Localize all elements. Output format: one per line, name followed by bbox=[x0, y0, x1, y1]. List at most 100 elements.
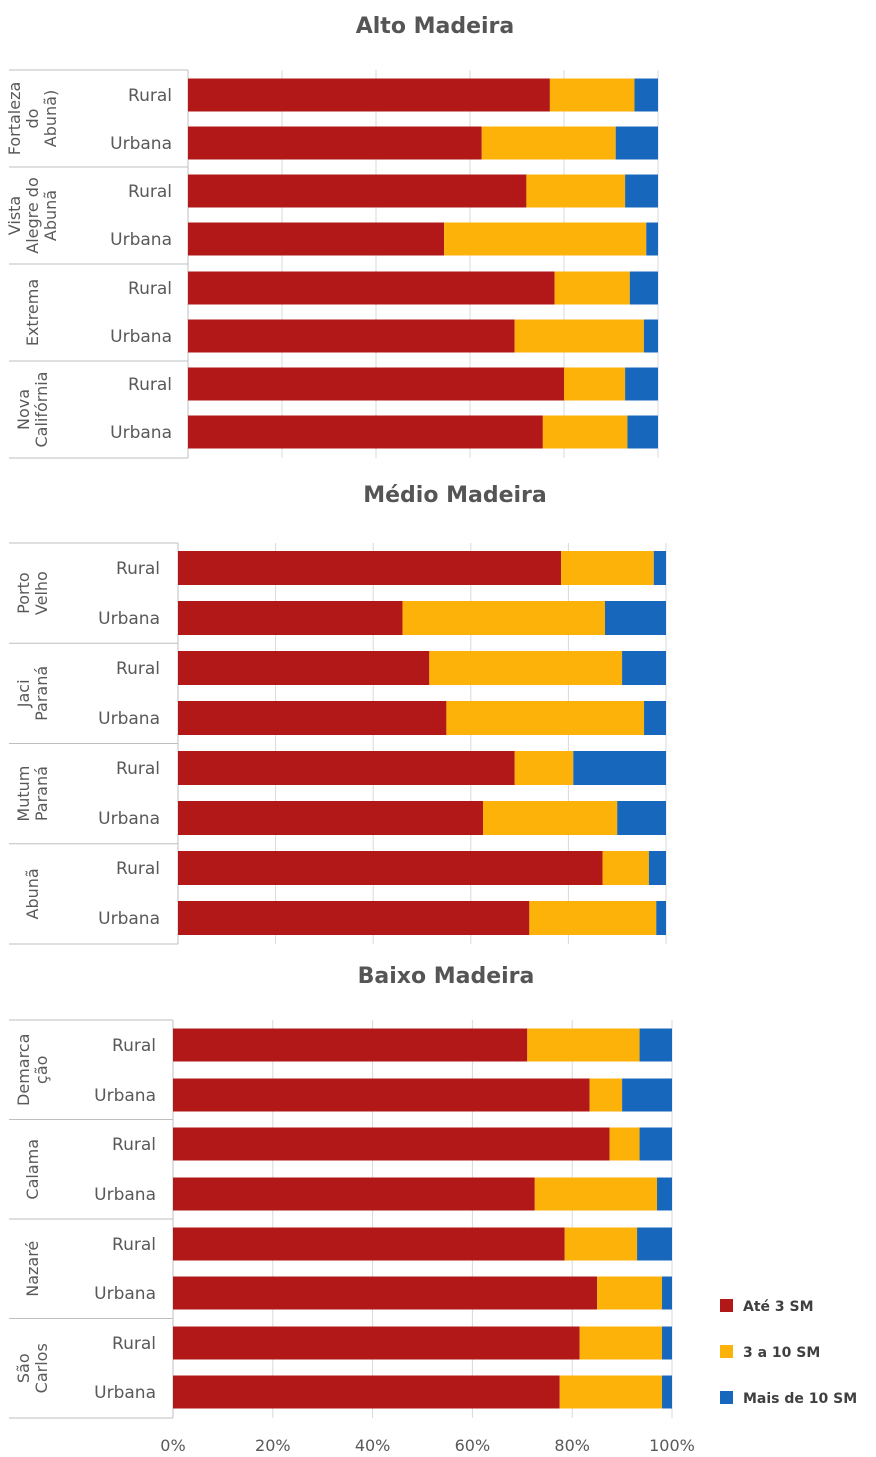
bar-segment bbox=[542, 415, 628, 449]
bar-segment bbox=[634, 78, 658, 112]
bar-segment bbox=[446, 701, 645, 735]
group-label-line: Porto bbox=[14, 572, 33, 614]
row-label: Rural bbox=[128, 279, 172, 299]
bar-segment bbox=[188, 126, 482, 160]
row-label: Rural bbox=[112, 1036, 156, 1056]
row-label: Rural bbox=[128, 86, 172, 106]
group-label: VistaAlegre doAbunã bbox=[5, 177, 60, 254]
bar-segment bbox=[514, 319, 644, 353]
bar-segment bbox=[625, 367, 658, 401]
row-label: Rural bbox=[116, 759, 160, 779]
group-label: NovaCalifórnia bbox=[14, 372, 51, 448]
bar-segment bbox=[629, 271, 658, 305]
bar-segment bbox=[526, 174, 626, 208]
row-label: Rural bbox=[116, 559, 160, 579]
row-label: Urbana bbox=[98, 809, 160, 829]
legend-label: Até 3 SM bbox=[743, 1299, 814, 1315]
bar-segment bbox=[605, 601, 666, 635]
bar-segment bbox=[188, 78, 550, 112]
row-label: Rural bbox=[128, 375, 172, 395]
x-tick-label: 60% bbox=[455, 1436, 491, 1455]
bar-segment bbox=[597, 1276, 663, 1310]
group-label: PortoVelho bbox=[14, 571, 51, 615]
group-label-line: Velho bbox=[32, 571, 51, 615]
group-label-line: Abunã bbox=[23, 868, 42, 919]
bar-segment bbox=[573, 751, 666, 785]
x-tick-label: 40% bbox=[355, 1436, 391, 1455]
group-label-line: Extrema bbox=[23, 279, 42, 346]
group-label-line: Mutum bbox=[14, 766, 33, 822]
bar-segment bbox=[173, 1326, 580, 1360]
row-label: Urbana bbox=[94, 1284, 156, 1304]
group-label-line: Nova bbox=[14, 389, 33, 430]
bar-segment bbox=[173, 1177, 535, 1211]
bar-segment bbox=[402, 601, 605, 635]
bar-segment bbox=[188, 415, 543, 449]
legend-label: Mais de 10 SM bbox=[743, 1391, 857, 1407]
row-label: Urbana bbox=[94, 1185, 156, 1205]
group-label-line: Calama bbox=[23, 1139, 42, 1200]
legend-label: 3 a 10 SM bbox=[743, 1345, 820, 1361]
chart-title: Médio Madeira bbox=[363, 483, 547, 508]
bar-segment bbox=[534, 1177, 658, 1211]
bar-segment bbox=[648, 851, 666, 885]
row-label: Urbana bbox=[98, 709, 160, 729]
bar-segment bbox=[178, 801, 483, 835]
bar-segment bbox=[662, 1326, 672, 1360]
bar-segment bbox=[173, 1028, 528, 1062]
row-label: Urbana bbox=[94, 1086, 156, 1106]
row-label: Urbana bbox=[98, 909, 160, 929]
bar-segment bbox=[173, 1227, 565, 1261]
row-label: Urbana bbox=[110, 230, 172, 250]
bar-segment bbox=[656, 901, 666, 935]
bar-segment bbox=[653, 551, 666, 585]
bar-segment bbox=[481, 126, 616, 160]
bar-segment bbox=[444, 222, 647, 256]
bar-segment bbox=[188, 174, 527, 208]
group-label-line: Carlos bbox=[32, 1343, 51, 1393]
bar-segment bbox=[188, 367, 564, 401]
legend: Até 3 SM 3 a 10 SM Mais de 10 SM bbox=[720, 1299, 857, 1407]
chart-panel-2: Baixo Madeira Demarcação Calama Nazaré SãoCa… bbox=[9, 964, 695, 1455]
bar-segment bbox=[622, 1078, 672, 1112]
legend-swatch bbox=[720, 1345, 733, 1358]
row-label: Urbana bbox=[110, 327, 172, 347]
bar-segment bbox=[625, 174, 658, 208]
bar-segment bbox=[564, 367, 626, 401]
bar-segment bbox=[657, 1177, 672, 1211]
chart-title: Baixo Madeira bbox=[358, 964, 535, 989]
bar-segment bbox=[173, 1127, 610, 1161]
bar-segment bbox=[549, 78, 635, 112]
bar-segment bbox=[559, 1375, 663, 1409]
bar-segment bbox=[188, 271, 555, 305]
bar-segment bbox=[173, 1375, 560, 1409]
chart-panel-0: Alto Madeira FortalezadoAbunã) VistaAlegre… bbox=[5, 14, 659, 459]
row-label: Rural bbox=[116, 659, 160, 679]
group-label-line: Demarca bbox=[14, 1034, 33, 1106]
bar-segment bbox=[639, 1028, 672, 1062]
group-label-line: São bbox=[14, 1353, 33, 1383]
group-label: Extrema bbox=[23, 279, 42, 346]
row-label: Urbana bbox=[110, 423, 172, 443]
bar-segment bbox=[178, 601, 403, 635]
bar-segment bbox=[188, 319, 515, 353]
row-label: Rural bbox=[112, 1135, 156, 1155]
row-label: Rural bbox=[112, 1334, 156, 1354]
group-label: Nazaré bbox=[23, 1241, 42, 1297]
legend-swatch bbox=[720, 1391, 733, 1404]
row-label: Urbana bbox=[98, 609, 160, 629]
group-label-line: Nazaré bbox=[23, 1241, 42, 1297]
bar-segment bbox=[188, 222, 445, 256]
row-label: Rural bbox=[116, 859, 160, 879]
bar-segment bbox=[627, 415, 658, 449]
x-tick-label: 0% bbox=[160, 1436, 185, 1455]
group-label: Abunã bbox=[23, 868, 42, 919]
x-tick-label: 100% bbox=[649, 1436, 695, 1455]
x-tick-label: 80% bbox=[554, 1436, 590, 1455]
row-label: Urbana bbox=[94, 1383, 156, 1403]
bar-segment bbox=[178, 851, 603, 885]
bar-segment bbox=[483, 801, 618, 835]
bar-segment bbox=[662, 1375, 672, 1409]
group-label-line: ção bbox=[32, 1056, 51, 1084]
